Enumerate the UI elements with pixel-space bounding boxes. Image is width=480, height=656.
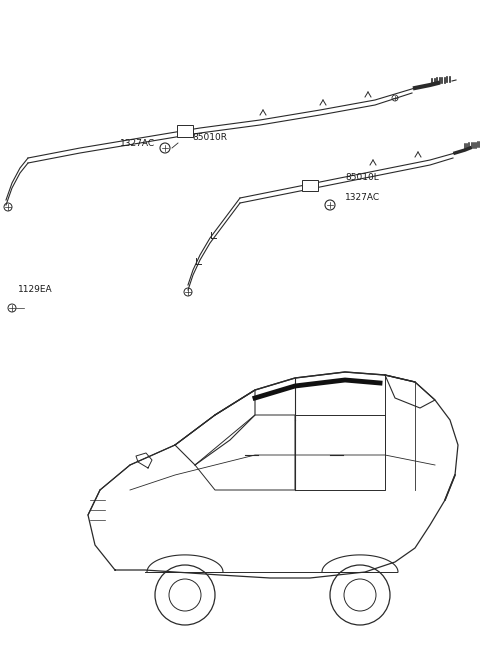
Text: 1327AC: 1327AC (120, 138, 155, 148)
Text: 85010R: 85010R (192, 134, 227, 142)
Text: 85010L: 85010L (345, 173, 379, 182)
Bar (177, 125, 193, 137)
Bar (302, 180, 318, 191)
Text: 1327AC: 1327AC (345, 194, 380, 203)
Text: 1129EA: 1129EA (18, 285, 53, 295)
